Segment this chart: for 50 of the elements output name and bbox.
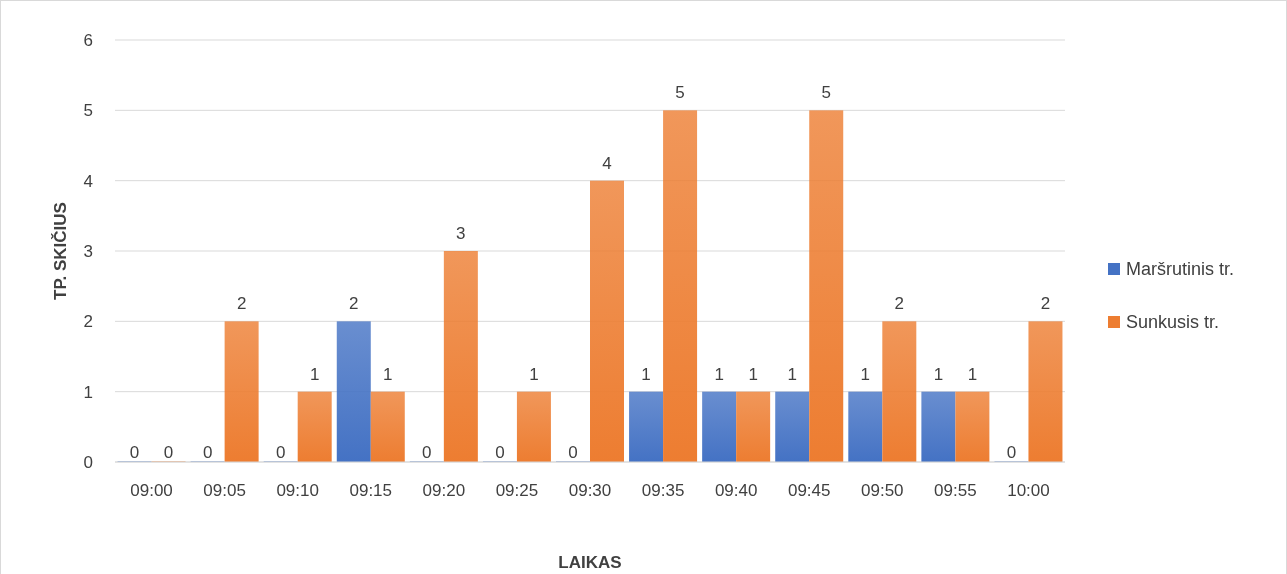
data-label: 2: [236, 294, 247, 314]
data-label: 1: [714, 364, 724, 384]
data-label: 2: [1040, 294, 1051, 314]
data-label: 1: [967, 364, 978, 384]
data-label: 1: [641, 364, 651, 384]
y-tick-label: 1: [83, 382, 93, 402]
y-tick-label: 2: [83, 312, 93, 332]
data-label: 0: [163, 443, 174, 462]
data-label: 1: [860, 364, 871, 384]
x-tick-label: 09:05: [203, 481, 246, 500]
data-label: 5: [675, 83, 685, 103]
data-label: 2: [349, 294, 359, 314]
y-axis-title: TP. SKIČIUS: [51, 202, 70, 300]
data-label: 0: [568, 443, 578, 462]
data-label: 0: [202, 443, 213, 462]
x-tick-label: 09:20: [422, 481, 466, 500]
x-tick-label: 09:55: [934, 481, 977, 500]
data-label: 0: [1006, 443, 1017, 462]
legend-label: Sunkusis tr.: [1126, 312, 1220, 333]
data-label: 1: [748, 364, 758, 384]
data-label: 0: [422, 443, 432, 462]
data-label: 2: [894, 294, 905, 314]
y-tick-label: 0: [83, 452, 93, 472]
x-tick-label: 09:45: [787, 481, 831, 500]
data-label: 1: [787, 364, 797, 384]
x-tick-label: 09:35: [641, 481, 685, 500]
data-label: 3: [456, 224, 466, 243]
y-tick-label: 4: [83, 171, 93, 191]
y-tick-label: 6: [83, 30, 93, 50]
data-label: 5: [821, 83, 831, 103]
data-label: 1: [529, 364, 539, 384]
x-tick-label: 09:30: [568, 481, 612, 500]
data-label: 1: [383, 364, 393, 384]
data-label: 0: [495, 443, 505, 462]
x-tick-label: 10:00: [1007, 481, 1050, 500]
data-label: 0: [275, 443, 286, 462]
x-tick-label: 09:50: [861, 481, 904, 500]
data-label: 4: [602, 153, 612, 173]
x-tick-label: 09:40: [714, 481, 758, 500]
x-tick-label: 09:25: [495, 481, 539, 500]
y-tick-label: 3: [83, 241, 93, 261]
y-tick-label: 5: [83, 101, 93, 121]
x-tick-label: 09:15: [349, 481, 393, 500]
data-label: 0: [129, 443, 140, 462]
data-label: 1: [309, 364, 320, 384]
x-axis-title: LAIKAS: [558, 553, 622, 572]
legend-label: Maršrutinis tr.: [1126, 259, 1235, 280]
x-tick-label: 09:10: [276, 481, 319, 500]
data-label: 1: [933, 364, 944, 384]
x-tick-label: 09:00: [130, 481, 173, 500]
